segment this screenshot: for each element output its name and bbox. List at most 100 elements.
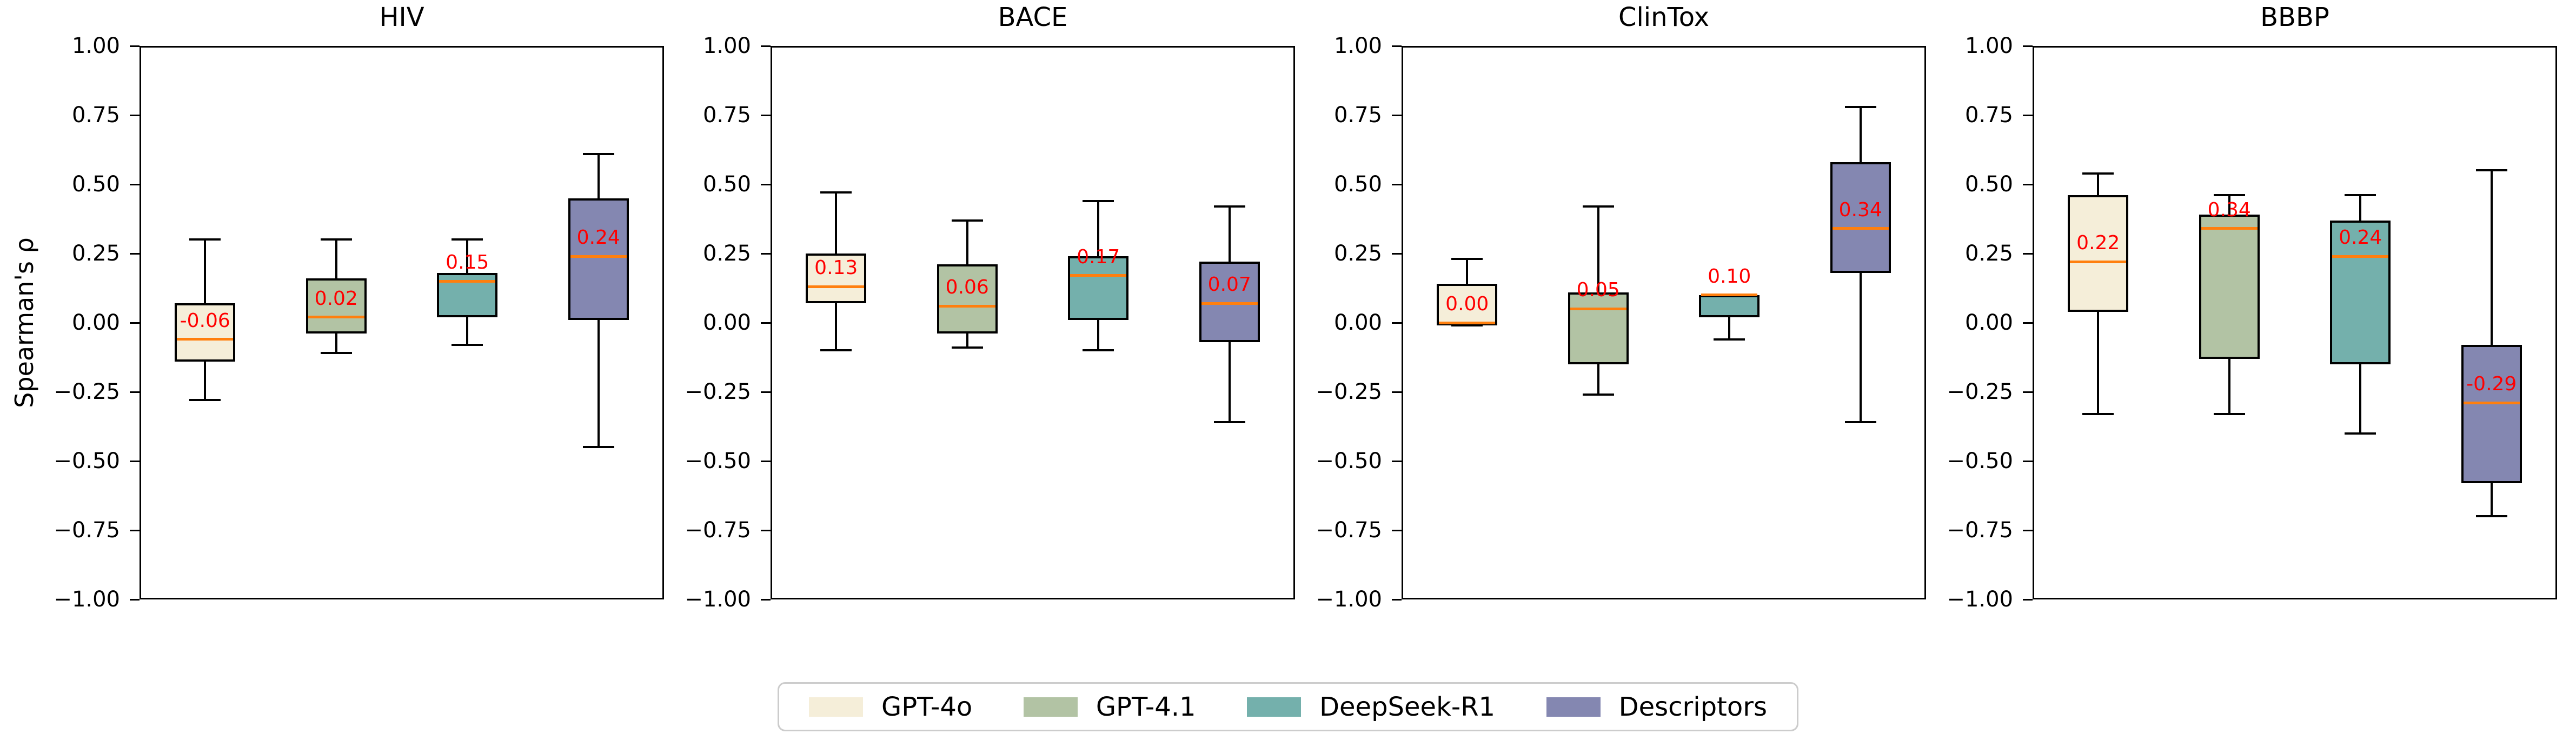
median-value-label-descriptors: 0.34: [1838, 198, 1882, 221]
whisker-lower-descriptors: [597, 319, 600, 448]
y-tick-mark: [130, 322, 140, 324]
median-line-descriptors: [1201, 302, 1258, 305]
whisker-lower-gpt-4o: [2097, 311, 2100, 414]
whisker-cap-lower-descriptors: [1844, 421, 1876, 424]
legend-item-deepseek-r1: DeepSeek-R1: [1247, 692, 1495, 722]
whisker-cap-upper-descriptors: [1844, 105, 1876, 108]
whisker-cap-upper-gpt-4o: [189, 238, 221, 241]
y-tick-label: −0.75: [685, 518, 751, 543]
whisker-cap-lower-descriptors: [582, 446, 614, 449]
y-tick-label: −0.75: [54, 518, 120, 543]
y-tick-label: −0.50: [1947, 449, 2013, 473]
plot-area-bbbp: [2033, 46, 2557, 599]
y-tick-mark: [2023, 114, 2033, 116]
whisker-cap-upper-deepseek-r1: [452, 238, 483, 241]
y-tick-label: 1.00: [71, 34, 120, 58]
y-tick-mark: [1392, 322, 1402, 324]
whisker-lower-deepseek-r1: [1097, 319, 1100, 351]
whisker-cap-upper-gpt-4o: [1451, 258, 1483, 261]
subplot-title-bace: BACE: [998, 2, 1068, 32]
whisker-upper-descriptors: [1859, 106, 1862, 163]
legend-item-descriptors: Descriptors: [1546, 692, 1767, 722]
median-line-gpt-4-1: [939, 304, 995, 308]
median-value-label-deepseek-r1: 0.17: [1077, 245, 1120, 268]
whisker-cap-lower-descriptors: [1213, 421, 1245, 424]
median-line-descriptors: [2463, 401, 2520, 404]
y-tick-label: 0.75: [702, 103, 751, 128]
whisker-cap-upper-descriptors: [2475, 169, 2507, 172]
whisker-upper-deepseek-r1: [2359, 195, 2362, 221]
box-rect-deepseek-r1: [2330, 220, 2391, 364]
whisker-lower-deepseek-r1: [466, 317, 469, 345]
median-line-gpt-4o: [177, 338, 234, 341]
box-rect-descriptors: [2461, 344, 2522, 483]
whisker-cap-upper-gpt-4-1: [320, 238, 352, 241]
box-rect-descriptors: [568, 198, 629, 320]
y-tick-label: −1.00: [54, 587, 120, 612]
y-tick-label: 0.25: [71, 241, 120, 266]
whisker-lower-gpt-4o: [835, 303, 838, 351]
box-rect-gpt-4-1: [1568, 292, 1629, 364]
legend-swatch-deepseek-r1: [1247, 697, 1302, 717]
y-tick-mark: [130, 183, 140, 185]
whisker-cap-lower-gpt-4-1: [951, 346, 983, 349]
subplot-title-hiv: HIV: [379, 2, 424, 32]
y-tick-mark: [1392, 252, 1402, 255]
whisker-lower-descriptors: [2490, 483, 2493, 517]
whisker-upper-gpt-4-1: [1597, 206, 1599, 292]
y-tick-mark: [1392, 391, 1402, 393]
whisker-cap-lower-deepseek-r1: [452, 343, 483, 346]
box-rect-gpt-4o: [175, 303, 236, 362]
y-tick-label: −0.75: [1947, 518, 2013, 543]
whisker-cap-lower-deepseek-r1: [1083, 349, 1114, 352]
whisker-upper-descriptors: [2490, 170, 2493, 345]
median-value-label-descriptors: 0.07: [1207, 274, 1251, 296]
whisker-cap-lower-gpt-4o: [820, 349, 852, 352]
y-tick-mark: [761, 322, 771, 324]
y-tick-mark: [2023, 391, 2033, 393]
legend-item-gpt-4-1: GPT-4.1: [1023, 692, 1196, 722]
whisker-upper-gpt-4-1: [966, 220, 968, 265]
whisker-lower-gpt-4-1: [1597, 364, 1599, 395]
median-value-label-gpt-4o: -0.06: [180, 309, 230, 332]
whisker-cap-lower-gpt-4o: [2082, 412, 2114, 415]
whisker-lower-descriptors: [1859, 272, 1862, 423]
median-value-label-gpt-4o: 0.22: [2076, 232, 2120, 255]
y-tick-label: 0.50: [702, 172, 751, 197]
whisker-lower-descriptors: [1228, 342, 1231, 423]
median-value-label-gpt-4-1: 0.06: [945, 276, 989, 299]
subplot-title-bbbp: BBBP: [2260, 2, 2329, 32]
whisker-cap-upper-gpt-4o: [820, 191, 852, 194]
median-line-deepseek-r1: [439, 279, 496, 283]
y-tick-mark: [130, 252, 140, 255]
whisker-cap-lower-gpt-4-1: [2213, 412, 2245, 415]
median-value-label-gpt-4-1: 0.05: [1576, 279, 1620, 302]
y-tick-mark: [1392, 114, 1402, 116]
median-line-gpt-4-1: [308, 316, 364, 319]
whisker-upper-gpt-4-1: [2228, 195, 2230, 215]
y-tick-mark: [1392, 460, 1402, 462]
y-tick-label: 0.50: [1964, 172, 2013, 197]
whisker-cap-upper-deepseek-r1: [1083, 199, 1114, 202]
whisker-upper-descriptors: [597, 154, 600, 198]
y-tick-label: −0.25: [54, 379, 120, 404]
y-tick-mark: [2023, 322, 2033, 324]
y-tick-label: −0.50: [1316, 449, 1382, 473]
y-tick-mark: [2023, 252, 2033, 255]
y-tick-mark: [1392, 598, 1402, 601]
y-tick-label: 0.00: [71, 310, 120, 335]
whisker-lower-gpt-4-1: [966, 334, 968, 348]
y-tick-mark: [1392, 529, 1402, 531]
y-tick-mark: [761, 529, 771, 531]
y-tick-label: 0.25: [702, 241, 751, 266]
legend-label-descriptors: Descriptors: [1618, 691, 1767, 722]
whisker-upper-deepseek-r1: [1097, 201, 1100, 257]
y-tick-label: 0.00: [1964, 310, 2013, 335]
box-rect-descriptors: [1830, 162, 1891, 273]
y-tick-label: −1.00: [1947, 587, 2013, 612]
y-tick-label: 0.50: [71, 172, 120, 197]
median-value-label-deepseek-r1: 0.10: [1708, 265, 1751, 288]
y-tick-label: −1.00: [685, 587, 751, 612]
whisker-upper-gpt-4o: [204, 239, 207, 304]
y-tick-label: 0.75: [1964, 103, 2013, 128]
